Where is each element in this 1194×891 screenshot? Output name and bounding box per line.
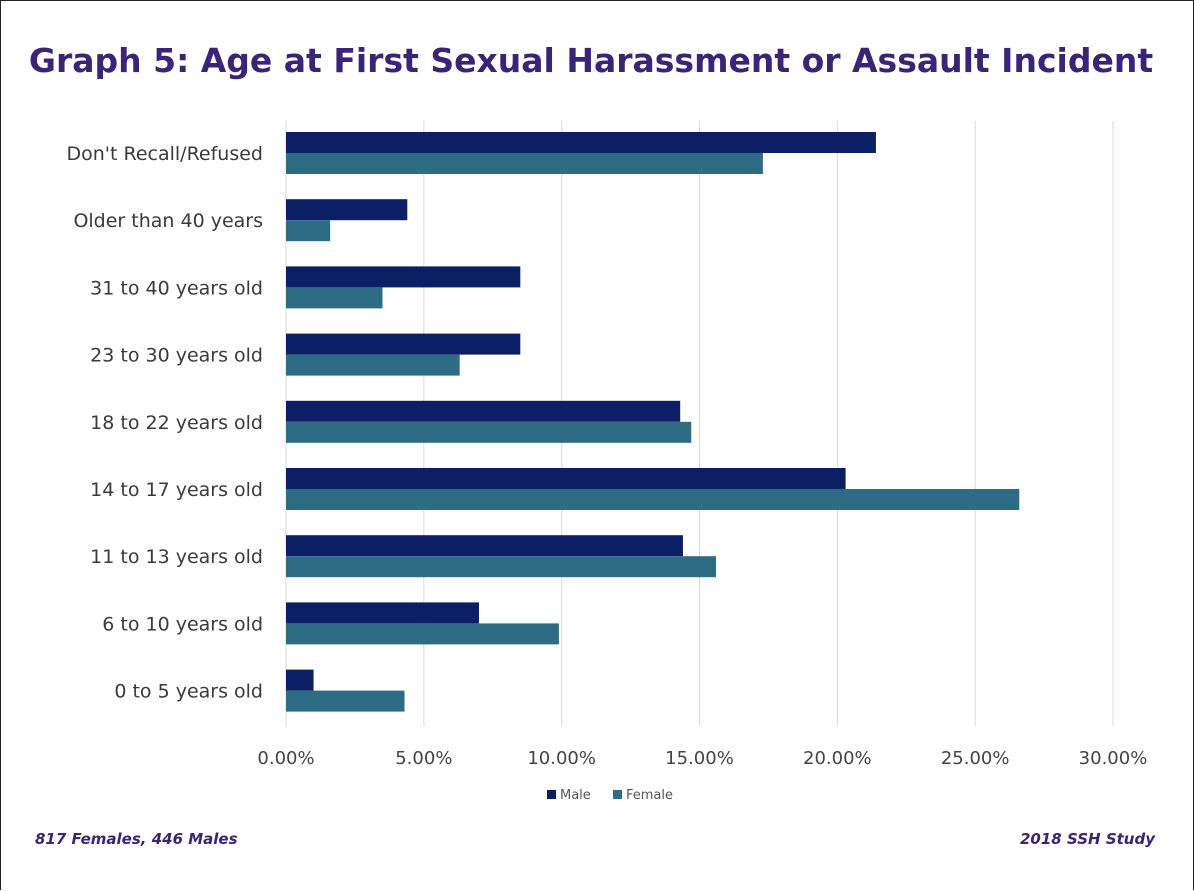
bar-female: [286, 220, 331, 242]
category-label: Don't Recall/Refused: [66, 143, 263, 165]
bar-male: [286, 468, 846, 489]
x-tick-label: 20.00%: [803, 748, 872, 769]
legend-swatch-male: [547, 790, 556, 799]
category-labels: Don't Recall/Refused Older than 40 years 3…: [66, 143, 263, 703]
bar-male: [286, 266, 521, 288]
bar-female: [286, 354, 460, 376]
bar-female: [286, 489, 1020, 510]
x-tick-label: 0.00%: [257, 748, 314, 769]
source-note: 2018 SSH Study: [1020, 830, 1155, 848]
bar-female: [286, 153, 763, 174]
bar-male: [286, 602, 479, 624]
bar-male: [286, 400, 681, 422]
bar-male: [286, 333, 521, 355]
category-label: Older than 40 years: [73, 210, 263, 232]
bar-female: [286, 623, 559, 645]
category-label: 18 to 22 years old: [90, 412, 263, 434]
legend: Male Female: [547, 788, 673, 803]
category-label: 23 to 30 years old: [90, 345, 263, 367]
bars: [286, 132, 1020, 712]
legend-label-male: Male: [560, 788, 591, 803]
category-label: 31 to 40 years old: [90, 277, 263, 299]
bar-male: [286, 535, 683, 557]
sample-size-note: 817 Females, 446 Males: [35, 830, 238, 848]
x-tick-label: 25.00%: [941, 748, 1010, 769]
category-label: 11 to 13 years old: [90, 546, 263, 568]
bar-female: [286, 287, 383, 309]
category-label: 14 to 17 years old: [90, 479, 263, 501]
x-tick-label: 5.00%: [395, 748, 452, 769]
bar-female: [286, 421, 692, 443]
bar-male: [286, 132, 876, 153]
x-tick-label: 10.00%: [527, 748, 596, 769]
x-tick-label: 30.00%: [1079, 748, 1148, 769]
bar-female: [286, 690, 405, 712]
x-tick-labels: 0.00% 5.00% 10.00% 15.00% 20.00% 25.00% 30.00%: [257, 748, 1147, 769]
category-label: 6 to 10 years old: [102, 613, 263, 635]
x-tick-label: 15.00%: [665, 748, 734, 769]
bar-male: [286, 669, 314, 691]
category-label: 0 to 5 years old: [114, 681, 263, 703]
legend-label-female: Female: [626, 788, 673, 803]
legend-swatch-female: [613, 790, 622, 799]
chart-title: Graph 5: Age at First Sexual Harassment …: [28, 41, 1154, 80]
bar-male: [286, 199, 408, 221]
bar-female: [286, 556, 717, 578]
